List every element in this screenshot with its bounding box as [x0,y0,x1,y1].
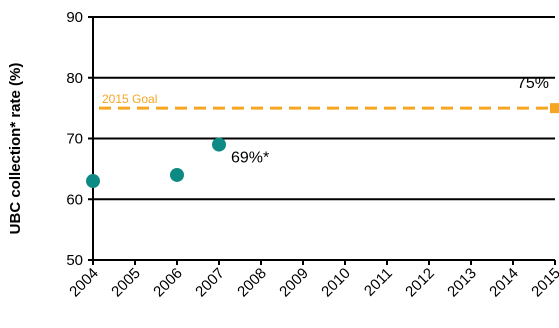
data-point-2004 [86,174,100,189]
x-tick-label-2009: 2009 [276,265,312,301]
annotations: 69%* [231,150,269,167]
data-point-2007 [212,137,226,152]
x-tick-label-2014: 2014 [486,265,522,301]
annotation-0: 69%* [231,150,269,167]
y-tick-label-60: 60 [66,191,83,208]
y-tick-label-90: 90 [66,9,83,26]
x-tick-label-2015: 2015 [528,265,559,301]
x-tick-label-2012: 2012 [402,265,438,301]
goal-value-label: 75% [517,75,549,92]
goal-label: 2015 Goal [102,92,157,106]
x-tick-labels: 2004 2005 2006 2007 2008 2009 2010 2011 2012 2013… [66,265,559,301]
goal-line-group: 2015 Goal 75% [99,75,559,114]
goal-marker [550,103,559,114]
y-tick-labels: 50 60 70 80 90 [66,9,83,269]
x-tick-label-2013: 2013 [444,265,480,301]
x-tick-label-2007: 2007 [192,265,228,301]
y-tick-label-50: 50 [66,252,83,269]
x-tick-label-2006: 2006 [150,265,186,301]
grid-lines [93,16,555,261]
x-tick-label-2008: 2008 [234,265,270,301]
x-tick-label-2004: 2004 [66,265,102,301]
x-tick-label-2010: 2010 [318,265,354,301]
data-points [86,137,226,189]
x-tick-label-2011: 2011 [361,265,396,300]
axes [88,16,556,265]
data-point-2006 [170,167,184,182]
x-tick-label-2005: 2005 [108,265,144,301]
y-tick-label-70: 70 [66,131,83,148]
y-tick-label-80: 80 [66,70,83,87]
y-axis-label: UBC collection* rate (%) [7,63,24,235]
